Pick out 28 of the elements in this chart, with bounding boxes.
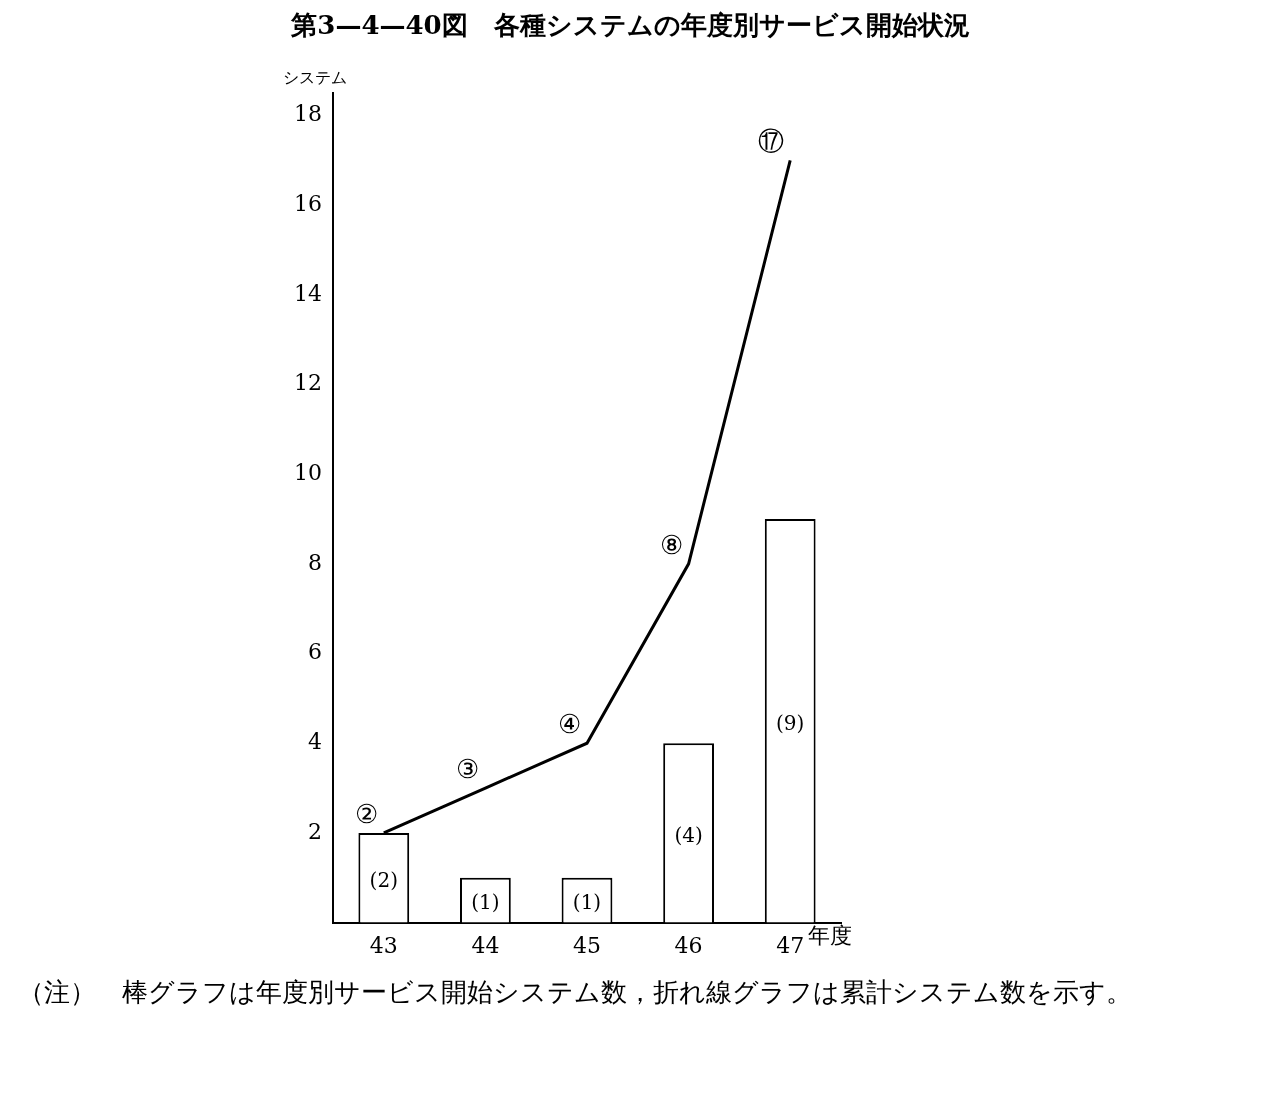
data-label: ④ xyxy=(557,708,581,739)
y-tick-label: 12 xyxy=(293,370,322,396)
y-tick-label: 8 xyxy=(307,549,322,575)
x-tick-label: 43 xyxy=(369,932,398,958)
y-tick-label: 10 xyxy=(293,459,322,485)
x-tick-label: 44 xyxy=(470,932,499,958)
x-tick-label: 45 xyxy=(572,932,601,958)
y-tick-label: 18 xyxy=(293,101,322,127)
data-label: ③ xyxy=(455,753,479,784)
y-tick-label: 16 xyxy=(293,190,322,216)
data-label: (4) xyxy=(673,823,703,848)
data-label: (2) xyxy=(369,867,398,892)
x-tick-label: 46 xyxy=(674,932,703,958)
y-tick-label: 2 xyxy=(307,818,322,844)
y-tick-label: 6 xyxy=(307,639,322,665)
data-label: ⑧ xyxy=(659,529,683,560)
data-label: (1) xyxy=(470,890,500,915)
y-tick-label: 14 xyxy=(293,280,322,306)
data-label: (9) xyxy=(775,711,804,736)
chart-title: 第3—4—40図 各種システムの年度別サービス開始状況 xyxy=(290,9,971,42)
x-tick-label: 47 xyxy=(775,932,804,958)
x-axis-title: 年度 xyxy=(807,923,852,949)
y-axis-title: システム xyxy=(282,68,347,88)
data-label: (1) xyxy=(572,890,601,915)
data-label: ⑰ xyxy=(757,126,784,157)
text: （注） 棒グラフは年度別サービス開始システム数，折れ線グラフは累計システム数を示す。 xyxy=(18,976,1133,1009)
data-label: ② xyxy=(354,798,378,829)
y-tick-label: 4 xyxy=(307,728,322,754)
